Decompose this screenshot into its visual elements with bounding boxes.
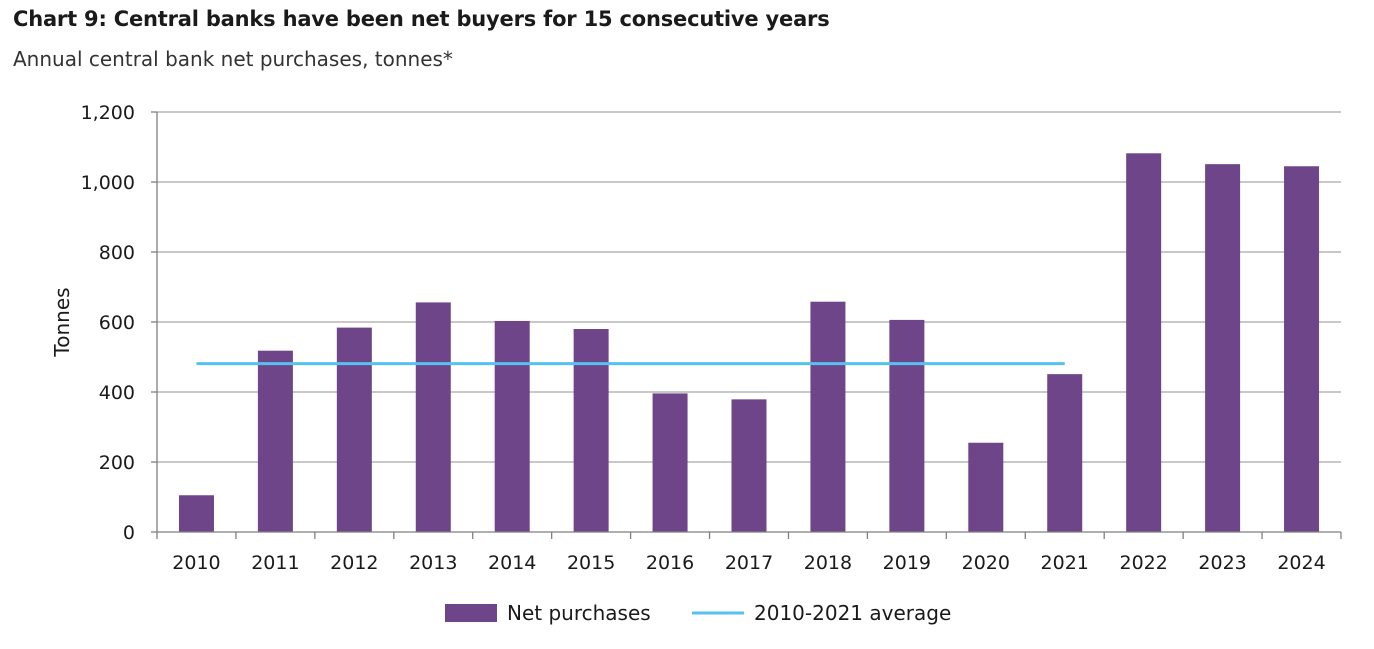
legend: Net purchases 2010-2021 average	[445, 601, 951, 625]
legend-swatch-net-purchases	[445, 604, 497, 622]
bar-series	[178, 153, 1320, 533]
bar	[178, 495, 214, 532]
x-tick-label: 2017	[725, 552, 773, 574]
bar	[494, 320, 530, 532]
y-tick-label: 0	[123, 522, 135, 544]
x-tick-label: 2018	[804, 552, 852, 574]
x-tick-label: 2015	[567, 552, 615, 574]
bar	[573, 329, 609, 532]
bar	[731, 399, 767, 532]
y-tick-label: 800	[99, 242, 135, 264]
x-tick-label: 2016	[646, 552, 694, 574]
bar	[336, 327, 372, 532]
bar	[810, 301, 846, 532]
axis-labels: 0 200 400 600 800 1,000 1,200 2010 2011 2012 2013 2…	[50, 102, 1326, 574]
bar	[968, 442, 1004, 532]
bar	[652, 393, 688, 532]
x-tick-label: 2011	[251, 552, 299, 574]
x-tick-label: 2012	[330, 552, 378, 574]
x-tick-label: 2024	[1277, 552, 1325, 574]
y-tick-label: 400	[99, 382, 135, 404]
y-tick-label: 200	[99, 452, 135, 474]
y-tick-label: 1,200	[81, 102, 135, 124]
y-axis-label: Tonnes	[50, 287, 74, 357]
bar	[889, 319, 925, 532]
bar	[415, 302, 451, 532]
x-tick-label: 2013	[409, 552, 457, 574]
bar	[1047, 374, 1083, 532]
axes	[151, 111, 1342, 539]
bar	[257, 350, 293, 532]
x-tick-label: 2019	[883, 552, 931, 574]
chart-title: Chart 9: Central banks have been net buy…	[13, 7, 830, 31]
x-tick-label: 2021	[1041, 552, 1089, 574]
chart-subtitle: Annual central bank net purchases, tonne…	[13, 47, 453, 71]
legend-label-average: 2010-2021 average	[754, 601, 951, 625]
x-tick-label: 2020	[962, 552, 1010, 574]
legend-label-net-purchases: Net purchases	[507, 601, 651, 625]
y-tick-label: 600	[99, 312, 135, 334]
x-tick-label: 2022	[1119, 552, 1167, 574]
x-tick-label: 2010	[172, 552, 220, 574]
bar	[1284, 166, 1320, 532]
x-tick-label: 2014	[488, 552, 536, 574]
bar	[1205, 164, 1241, 532]
y-tick-label: 1,000	[81, 172, 135, 194]
x-tick-label: 2023	[1198, 552, 1246, 574]
bar	[1126, 153, 1162, 533]
